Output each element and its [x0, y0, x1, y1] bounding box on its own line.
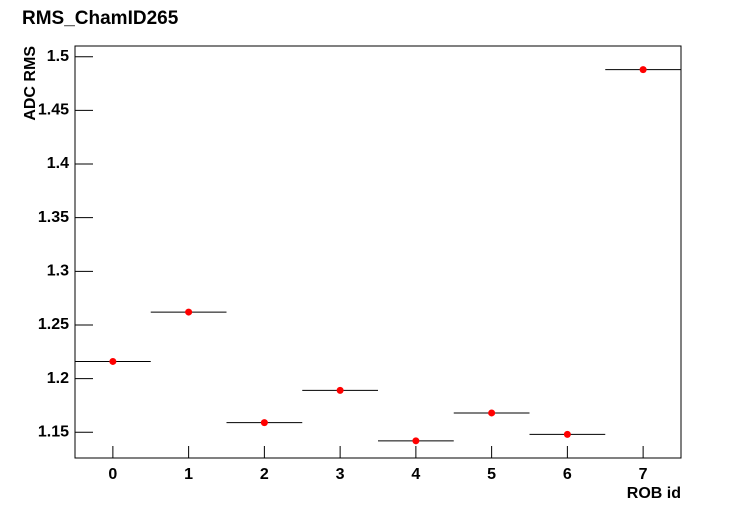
y-tick-label: 1.45 — [38, 102, 69, 119]
point — [336, 386, 344, 394]
x-axis-label: ROB id — [627, 485, 681, 502]
y-tick-label: 1.15 — [38, 423, 69, 440]
x-tick-label: 2 — [260, 466, 269, 483]
point — [412, 437, 420, 445]
chart-title: RMS_ChamID265 — [22, 8, 179, 29]
x-tick-label: 4 — [411, 466, 420, 483]
y-tick-label: 1.4 — [47, 155, 69, 172]
y-tick-label: 1.2 — [47, 370, 69, 387]
y-tick-label: 1.25 — [38, 316, 69, 333]
y-tick-label: 1.35 — [38, 209, 69, 226]
point — [260, 419, 268, 427]
point — [185, 308, 193, 316]
point — [563, 430, 571, 438]
x-tick-label: 1 — [184, 466, 193, 483]
y-tick-label: 1.3 — [47, 263, 69, 280]
x-tick-label: 5 — [487, 466, 496, 483]
y-axis-label: ADC RMS — [22, 46, 39, 121]
plot-frame — [74, 45, 682, 459]
x-tick-label: 3 — [336, 466, 345, 483]
point — [488, 409, 496, 417]
point — [109, 357, 117, 365]
y-tick-label: 1.5 — [47, 48, 69, 65]
x-tick-label: 6 — [563, 466, 572, 483]
point — [639, 66, 647, 74]
x-tick-label: 7 — [639, 466, 648, 483]
x-tick-label: 0 — [108, 466, 117, 483]
